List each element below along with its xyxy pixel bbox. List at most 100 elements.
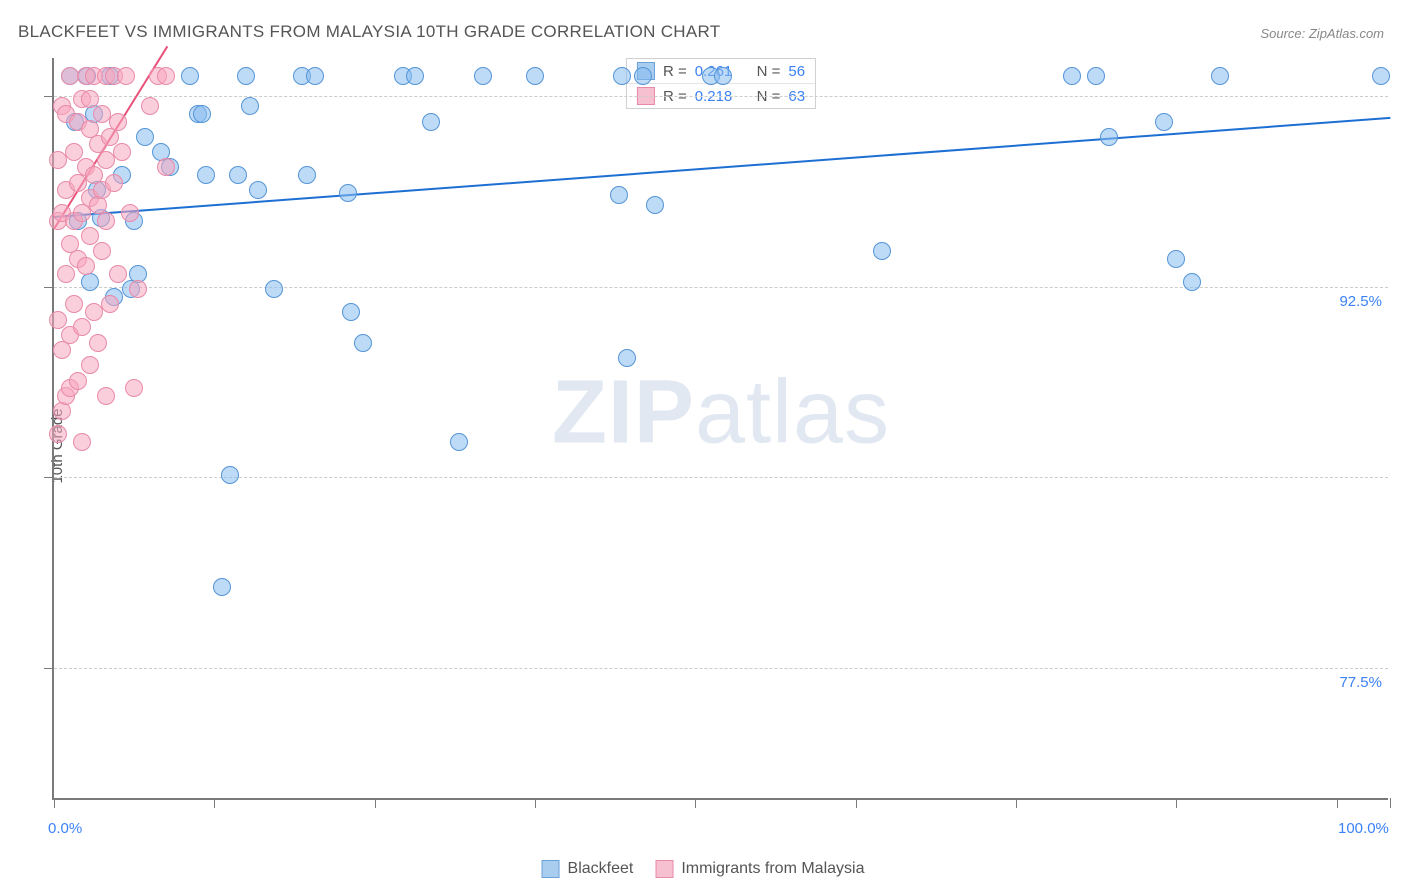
- data-point: [1183, 273, 1201, 291]
- legend-item: Blackfeet: [542, 860, 634, 878]
- watermark-light: atlas: [695, 363, 890, 463]
- data-point: [49, 425, 67, 443]
- data-point: [81, 227, 99, 245]
- legend-label: Blackfeet: [568, 860, 634, 878]
- data-point: [101, 295, 119, 313]
- data-point: [873, 242, 891, 260]
- data-point: [73, 318, 91, 336]
- data-point: [618, 349, 636, 367]
- data-point: [136, 128, 154, 146]
- data-point: [157, 158, 175, 176]
- data-point: [109, 113, 127, 131]
- data-point: [117, 67, 135, 85]
- data-point: [97, 387, 115, 405]
- y-tick-mark: [44, 668, 54, 669]
- y-tick-label: 77.5%: [1339, 674, 1382, 691]
- y-tick-mark: [44, 287, 54, 288]
- watermark: ZIPatlas: [552, 362, 890, 465]
- legend-swatch-icon: [542, 860, 560, 878]
- x-tick-label: 100.0%: [1338, 820, 1389, 837]
- data-point: [141, 97, 159, 115]
- data-point: [265, 280, 283, 298]
- x-tick-mark: [535, 798, 536, 808]
- legend-item: Immigrants from Malaysia: [655, 860, 864, 878]
- data-point: [213, 578, 231, 596]
- x-tick-mark: [375, 798, 376, 808]
- data-point: [354, 334, 372, 352]
- gridline: [54, 477, 1388, 478]
- x-tick-mark: [856, 798, 857, 808]
- data-point: [646, 196, 664, 214]
- n-label: N =: [757, 63, 781, 80]
- data-point: [249, 181, 267, 199]
- data-point: [714, 67, 732, 85]
- data-point: [450, 433, 468, 451]
- data-point: [1211, 67, 1229, 85]
- data-point: [129, 280, 147, 298]
- legend-label: Immigrants from Malaysia: [681, 860, 864, 878]
- y-tick-mark: [44, 96, 54, 97]
- data-point: [69, 372, 87, 390]
- data-point: [97, 212, 115, 230]
- data-point: [1167, 250, 1185, 268]
- x-tick-mark: [1390, 798, 1391, 808]
- x-tick-mark: [214, 798, 215, 808]
- source-attribution: Source: ZipAtlas.com: [1260, 26, 1384, 41]
- data-point: [526, 67, 544, 85]
- data-point: [1155, 113, 1173, 131]
- x-tick-mark: [54, 798, 55, 808]
- data-point: [1100, 128, 1118, 146]
- x-tick-mark: [695, 798, 696, 808]
- x-tick-label: 0.0%: [48, 820, 82, 837]
- data-point: [65, 143, 83, 161]
- data-point: [81, 356, 99, 374]
- data-point: [109, 265, 127, 283]
- watermark-bold: ZIP: [552, 363, 695, 463]
- data-point: [197, 166, 215, 184]
- data-point: [1372, 67, 1390, 85]
- data-point: [49, 311, 67, 329]
- plot-area: ZIPatlas R = 0.261 N = 56 R = 0.218 N = …: [52, 58, 1388, 800]
- y-tick-label: 92.5%: [1339, 293, 1382, 310]
- x-tick-mark: [1337, 798, 1338, 808]
- data-point: [342, 303, 360, 321]
- data-point: [634, 67, 652, 85]
- data-point: [57, 265, 75, 283]
- chart-title: BLACKFEET VS IMMIGRANTS FROM MALAYSIA 10…: [18, 22, 720, 42]
- data-point: [81, 90, 99, 108]
- chart-container: BLACKFEET VS IMMIGRANTS FROM MALAYSIA 10…: [0, 0, 1406, 892]
- data-point: [613, 67, 631, 85]
- data-point: [1087, 67, 1105, 85]
- n-value-a: 56: [788, 63, 805, 80]
- trend-line: [54, 116, 1390, 217]
- data-point: [1063, 67, 1081, 85]
- data-point: [113, 143, 131, 161]
- data-point: [229, 166, 247, 184]
- gridline: [54, 96, 1388, 97]
- bottom-legend: Blackfeet Immigrants from Malaysia: [542, 860, 865, 878]
- data-point: [93, 242, 111, 260]
- data-point: [339, 184, 357, 202]
- data-point: [241, 97, 259, 115]
- data-point: [422, 113, 440, 131]
- data-point: [181, 67, 199, 85]
- data-point: [65, 295, 83, 313]
- data-point: [81, 273, 99, 291]
- legend-swatch-icon: [655, 860, 673, 878]
- data-point: [306, 67, 324, 85]
- data-point: [298, 166, 316, 184]
- data-point: [610, 186, 628, 204]
- r-label: R =: [663, 63, 687, 80]
- data-point: [221, 466, 239, 484]
- y-tick-mark: [44, 477, 54, 478]
- data-point: [73, 433, 91, 451]
- data-point: [121, 204, 139, 222]
- gridline: [54, 668, 1388, 669]
- data-point: [157, 67, 175, 85]
- data-point: [193, 105, 211, 123]
- data-point: [105, 174, 123, 192]
- data-point: [125, 379, 143, 397]
- data-point: [474, 67, 492, 85]
- data-point: [406, 67, 424, 85]
- data-point: [237, 67, 255, 85]
